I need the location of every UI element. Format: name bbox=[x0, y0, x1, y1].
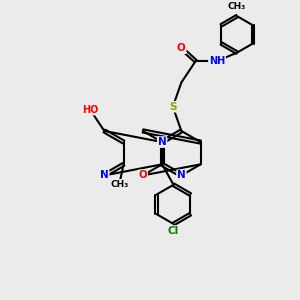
Text: O: O bbox=[177, 43, 186, 53]
Text: CH₃: CH₃ bbox=[228, 2, 246, 11]
Text: S: S bbox=[169, 102, 177, 112]
Text: HO: HO bbox=[82, 105, 98, 115]
Text: CH₃: CH₃ bbox=[110, 180, 128, 189]
Text: NH: NH bbox=[209, 56, 225, 66]
Text: N: N bbox=[177, 170, 186, 180]
Text: N: N bbox=[100, 170, 109, 180]
Text: Cl: Cl bbox=[168, 226, 179, 236]
Text: N: N bbox=[158, 137, 167, 147]
Text: O: O bbox=[139, 170, 147, 180]
